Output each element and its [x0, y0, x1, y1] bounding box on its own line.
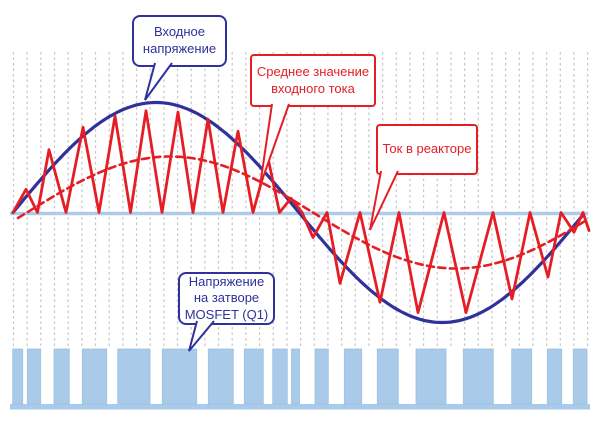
callout-mosfet-gate-voltage-line2: на затворе — [193, 290, 260, 306]
callout-mosfet-gate-voltage: Напряжение на затворе MOSFET (Q1) — [178, 272, 275, 325]
callout-inductor-current: Ток в реакторе — [376, 124, 478, 175]
callout-mosfet-gate-voltage-line3: MOSFET (Q1) — [184, 306, 269, 322]
callout-input-voltage: Входное напряжение — [132, 15, 227, 67]
callout-average-input-current-line2: входного тока — [271, 80, 355, 96]
callout-inductor-current-line1: Ток в реакторе — [382, 141, 472, 157]
callout-input-voltage-line2: напряжение — [142, 41, 217, 56]
callout-input-voltage-line1: Входное — [153, 24, 206, 40]
callout-average-input-current: Среднее значение входного тока — [250, 54, 376, 107]
callout-mosfet-gate-voltage-line1: Напряжение — [188, 273, 265, 289]
callout-average-input-current-line1: Среднее значение — [256, 63, 370, 79]
